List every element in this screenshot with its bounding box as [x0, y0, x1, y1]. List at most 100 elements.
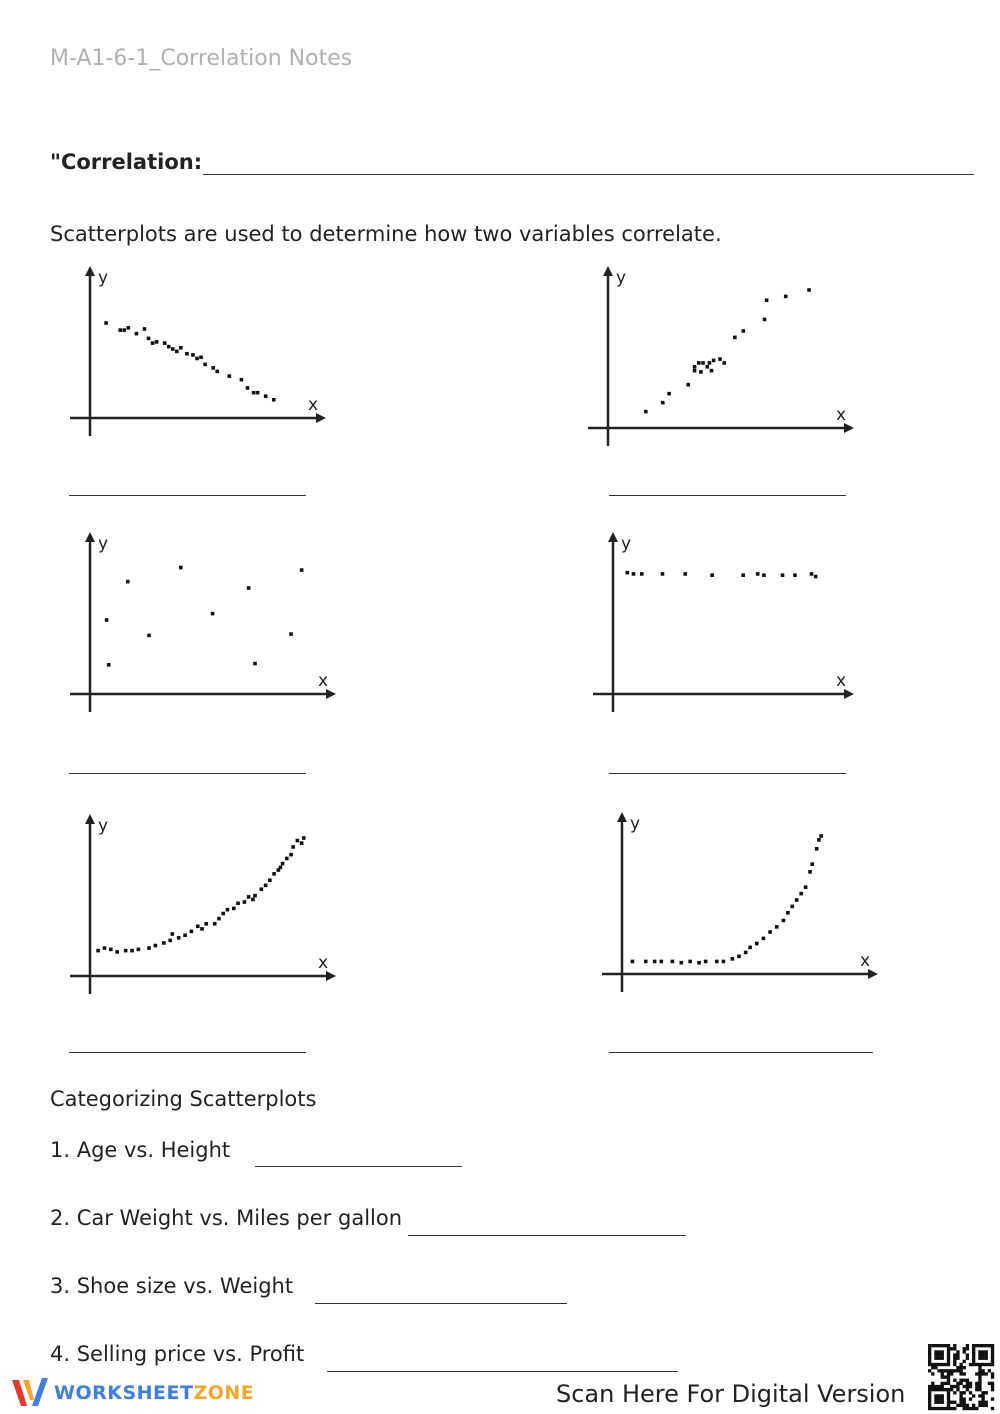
data-point: [189, 929, 194, 934]
question-3-answer-line[interactable]: [315, 1303, 567, 1304]
data-point: [154, 340, 159, 344]
data-point: [168, 938, 172, 943]
data-point: [733, 335, 737, 340]
scatterplot-4: xy: [593, 532, 854, 712]
data-point: [211, 366, 215, 370]
answer-line-1[interactable]: [69, 495, 306, 496]
data-point: [761, 936, 766, 941]
data-point: [774, 925, 779, 929]
data-point: [754, 941, 759, 946]
data-point: [170, 932, 175, 936]
data-point: [285, 856, 289, 861]
data-point: [718, 357, 722, 361]
data-point: [697, 361, 701, 365]
data-point: [625, 570, 630, 575]
intro-text: Scatterplots are used to determine how t…: [50, 222, 722, 246]
x-axis-label: x: [318, 953, 328, 973]
data-point: [271, 397, 276, 402]
data-point: [703, 959, 708, 964]
data-point: [699, 370, 703, 374]
data-point: [289, 632, 293, 636]
data-point: [764, 298, 769, 303]
data-point: [215, 369, 219, 374]
data-point: [251, 897, 255, 902]
data-point: [730, 957, 735, 961]
data-point: [644, 409, 648, 414]
data-point: [195, 356, 199, 361]
data-point: [295, 838, 300, 843]
data-point: [301, 836, 306, 840]
data-point: [263, 394, 268, 398]
data-point: [102, 946, 107, 950]
data-point: [659, 959, 664, 964]
data-point: [185, 351, 189, 356]
data-point: [239, 377, 244, 382]
y-axis-arrow: [603, 266, 613, 276]
answer-line-5[interactable]: [69, 1052, 306, 1053]
data-point: [660, 572, 665, 576]
question-4-answer-line[interactable]: [327, 1371, 678, 1372]
data-point: [136, 947, 141, 952]
data-point: [212, 921, 217, 926]
data-point: [225, 907, 230, 912]
data-point: [134, 331, 139, 336]
y-axis-label: y: [98, 816, 108, 836]
answer-line-6[interactable]: [609, 1052, 873, 1053]
data-point: [807, 288, 811, 292]
data-point: [175, 349, 179, 354]
answer-line-3[interactable]: [69, 773, 306, 774]
data-point: [259, 887, 264, 891]
data-point: [126, 579, 130, 584]
data-point: [688, 959, 692, 964]
x-axis-label: x: [836, 405, 846, 425]
data-point: [794, 898, 799, 902]
data-point: [242, 900, 247, 904]
data-point: [813, 574, 818, 579]
data-point: [743, 950, 748, 955]
x-axis-label: x: [860, 951, 870, 971]
answer-line-2[interactable]: [609, 495, 846, 496]
question-3: 3. Shoe size vs. Weight: [50, 1274, 294, 1298]
data-point: [104, 618, 109, 622]
x-axis-arrow: [316, 413, 326, 423]
data-point: [246, 586, 251, 590]
y-axis-label: y: [630, 814, 640, 834]
data-point: [679, 960, 684, 965]
data-point: [280, 861, 285, 866]
answer-line-4[interactable]: [609, 773, 846, 774]
data-point: [692, 365, 697, 369]
data-point: [709, 368, 714, 373]
data-point: [783, 294, 788, 299]
x-axis-arrow: [326, 689, 336, 699]
data-point: [278, 865, 283, 870]
data-point: [670, 959, 675, 964]
brand-name-part1: WORKSHEET: [54, 1382, 194, 1404]
y-axis-label: y: [98, 268, 108, 288]
data-point: [126, 325, 131, 330]
data-point: [683, 572, 688, 576]
question-2-answer-line[interactable]: [408, 1235, 686, 1236]
qr-code-icon[interactable]: [926, 1342, 996, 1412]
y-axis-label: y: [621, 534, 631, 554]
worksheetzone-logo[interactable]: WORKSHEETZONE: [10, 1376, 254, 1410]
x-axis-arrow: [844, 423, 854, 433]
data-point: [786, 911, 790, 915]
data-point: [652, 959, 657, 964]
data-point: [195, 924, 200, 929]
data-point: [299, 841, 304, 845]
data-point: [251, 390, 256, 395]
data-point: [204, 921, 209, 926]
data-point: [146, 336, 151, 341]
scatterplot-1: xy: [70, 266, 326, 436]
data-point: [748, 945, 752, 950]
data-point: [147, 633, 151, 638]
data-point: [122, 328, 127, 332]
y-axis-arrow: [617, 812, 627, 822]
data-point: [803, 885, 808, 889]
data-point: [268, 878, 272, 883]
scan-text: Scan Here For Digital Version: [556, 1380, 906, 1408]
data-point: [722, 361, 727, 365]
definition-answer-line[interactable]: [203, 174, 974, 175]
x-axis-arrow: [868, 969, 878, 979]
question-1-answer-line[interactable]: [255, 1166, 462, 1167]
